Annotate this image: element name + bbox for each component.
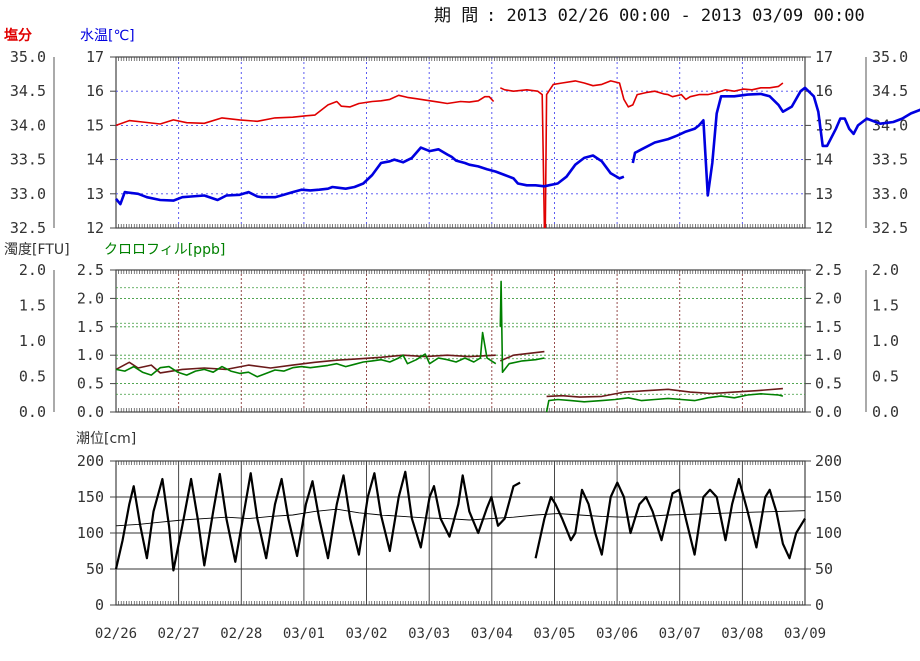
right-outer-tick-label: 1.5 [872,297,899,315]
water-temp-axis-label: 水温[℃] [80,28,135,44]
left-tick-label: 50 [86,560,104,578]
left-inner-tick-label: 16 [86,82,104,100]
series-line [499,350,545,362]
chlorophyll-axis-label: クロロフィル[ppb] [104,242,225,258]
date-tick-label: 02/26 [95,626,137,642]
series-line [115,146,625,206]
left-tick-label: 150 [77,488,104,506]
series-line [499,87,546,229]
left-inner-tick-label: 13 [86,185,104,203]
date-tick-label: 03/01 [283,626,325,642]
series-line [115,94,495,127]
left-outer-tick-label: 2.0 [19,261,46,279]
left-inner-tick-label: 2.0 [77,289,104,307]
right-outer-tick-label: 33.0 [872,185,908,203]
right-inner-tick-label: 15 [815,116,833,134]
series-line [115,508,806,527]
right-inner-tick-label: 13 [815,185,833,203]
series-line [546,387,783,398]
right-tick-label: 200 [815,452,842,470]
left-inner-tick-label: 15 [86,116,104,134]
left-tick-label: 0 [95,596,104,614]
right-inner-tick-label: 1.5 [815,318,842,336]
right-outer-tick-label: 0.0 [872,403,899,421]
left-inner-tick-label: 0.5 [77,375,104,393]
right-tick-label: 0 [815,596,824,614]
right-tick-label: 50 [815,560,833,578]
left-inner-tick-label: 14 [86,151,104,169]
right-tick-label: 150 [815,488,842,506]
date-tick-label: 03/05 [533,626,575,642]
left-inner-tick-label: 12 [86,219,104,237]
left-outer-tick-label: 1.0 [19,332,46,350]
series-line [499,280,545,374]
left-outer-tick-label: 33.5 [10,151,46,169]
date-tick-label: 03/04 [471,626,513,642]
left-outer-tick-label: 34.5 [10,82,46,100]
date-tick-label: 03/09 [784,626,826,642]
left-outer-tick-label: 32.5 [10,219,46,237]
left-inner-tick-label: 1.5 [77,318,104,336]
right-outer-tick-label: 2.0 [872,261,899,279]
left-outer-tick-label: 0.5 [19,368,46,386]
date-tick-label: 03/07 [659,626,701,642]
right-inner-tick-label: 16 [815,82,833,100]
right-tick-label: 100 [815,524,842,542]
left-outer-tick-label: 33.0 [10,185,46,203]
left-outer-tick-label: 1.5 [19,297,46,315]
left-outer-tick-label: 35.0 [10,48,46,66]
right-inner-tick-label: 2.5 [815,261,842,279]
turbidity-axis-label: 濁度[FTU] [4,242,70,258]
right-outer-tick-label: 35.0 [872,48,908,66]
left-tick-label: 100 [77,524,104,542]
right-inner-tick-label: 2.0 [815,289,842,307]
salinity-axis-label: 塩分 [4,27,32,44]
right-outer-tick-label: 0.5 [872,368,899,386]
right-inner-tick-label: 12 [815,219,833,237]
series-line [114,470,521,572]
series-line [545,392,784,413]
date-tick-label: 02/27 [158,626,200,642]
date-tick-label: 03/08 [721,626,763,642]
date-axis-labels: 02/26 02/27 02/28 03/01 03/02 03/03 03/04 03/05… [95,626,826,642]
salinity-temperature-panel: 32.5 33.0 33.5 34.0 34.5 35.0 12 13 14 15 16 17 12 13… [10,48,920,237]
right-outer-tick-label: 34.5 [872,82,908,100]
left-inner-tick-label: 17 [86,48,104,66]
period-header: 期 間 : 2013 02/26 00:00 - 2013 03/09 00:0… [434,6,865,26]
tide-level-axis-label: 潮位[cm] [76,431,136,447]
date-tick-label: 03/06 [596,626,638,642]
right-inner-tick-label: 1.0 [815,346,842,364]
series-line [534,477,806,560]
right-inner-tick-label: 14 [815,151,833,169]
left-inner-tick-label: 2.5 [77,261,104,279]
series-line [544,80,784,229]
plot-frame [115,269,806,413]
series-line [115,331,497,378]
date-tick-label: 03/02 [345,626,387,642]
left-tick-label: 200 [77,452,104,470]
left-inner-tick-label: 1.0 [77,346,104,364]
right-outer-tick-label: 1.0 [872,332,899,350]
left-outer-tick-label: 0.0 [19,403,46,421]
period-label: 期 間 [434,6,478,26]
left-inner-tick-label: 0.0 [77,403,104,421]
plot-frame [115,56,806,229]
tide-level-panel: 0 50 100 150 200 0 50 100 150 200 [77,452,842,614]
turbidity-chlorophyll-panel: 0.0 0.5 1.0 1.5 2.0 0.0 0.5 1.0 1.5 2.0 2.5 0.0 0.5 1… [19,261,899,421]
right-outer-tick-label: 32.5 [872,219,908,237]
period-value: : 2013 02/26 00:00 - 2013 03/09 00:00 [486,6,865,26]
date-tick-label: 02/28 [220,626,262,642]
right-inner-tick-label: 17 [815,48,833,66]
right-inner-tick-label: 0.0 [815,403,842,421]
right-outer-tick-label: 33.5 [872,151,908,169]
series-line [631,86,920,197]
date-tick-label: 03/03 [408,626,450,642]
right-inner-tick-label: 0.5 [815,375,842,393]
left-outer-tick-label: 34.0 [10,116,46,134]
